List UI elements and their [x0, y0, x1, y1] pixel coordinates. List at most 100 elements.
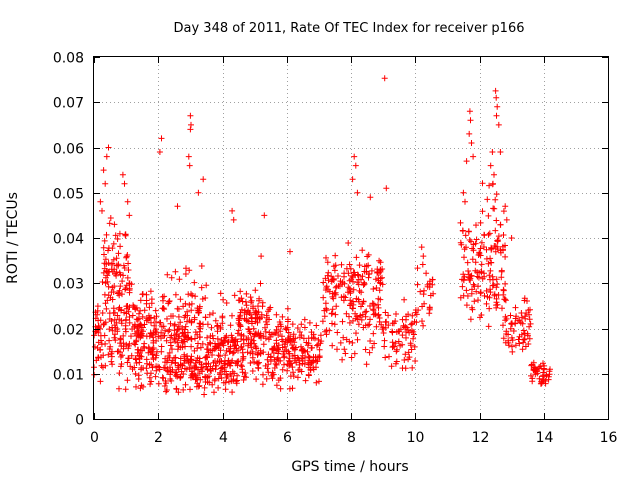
data-point	[296, 329, 303, 335]
data-point	[97, 317, 104, 324]
data-point	[462, 232, 469, 239]
data-point	[122, 386, 129, 393]
data-point	[252, 318, 259, 325]
data-point	[219, 320, 226, 327]
data-point	[146, 361, 153, 368]
data-point	[158, 343, 165, 350]
data-point	[177, 355, 184, 362]
data-point	[120, 332, 127, 339]
data-point	[500, 208, 507, 215]
data-point	[466, 237, 473, 243]
data-point	[354, 336, 361, 343]
data-point	[497, 149, 504, 155]
data-point	[168, 274, 175, 281]
data-point	[133, 338, 140, 345]
data-point	[108, 350, 115, 357]
data-point	[376, 315, 383, 321]
data-point	[463, 158, 470, 165]
data-point	[218, 358, 225, 365]
data-point	[95, 354, 102, 361]
data-point	[187, 126, 194, 133]
data-point	[204, 334, 211, 341]
data-point	[539, 376, 546, 383]
data-point	[252, 287, 259, 294]
data-point	[273, 340, 280, 347]
data-point	[461, 254, 467, 261]
data-point	[359, 247, 366, 254]
data-point	[521, 295, 528, 302]
data-point	[326, 327, 333, 334]
data-point	[500, 291, 507, 298]
data-point	[321, 313, 328, 320]
data-point	[124, 198, 131, 205]
data-point	[132, 341, 139, 348]
data-point	[309, 359, 316, 366]
data-point	[123, 341, 130, 348]
data-point	[181, 329, 188, 336]
data-point	[394, 346, 400, 353]
data-point	[287, 248, 293, 255]
data-point	[273, 326, 280, 333]
data-point	[163, 337, 170, 344]
data-point	[164, 367, 171, 374]
data-point	[103, 305, 110, 312]
data-point	[214, 323, 220, 330]
data-point	[399, 332, 406, 339]
data-point	[333, 303, 340, 310]
data-point	[215, 352, 222, 359]
data-point	[106, 346, 113, 352]
data-point	[151, 315, 158, 322]
data-point	[97, 378, 104, 385]
data-point	[143, 333, 150, 340]
data-point	[141, 307, 148, 314]
data-point	[475, 274, 482, 281]
data-point	[101, 332, 108, 339]
data-point	[481, 270, 487, 277]
data-point	[471, 298, 478, 305]
data-point	[273, 311, 280, 318]
data-point	[520, 327, 527, 334]
data-point	[485, 323, 492, 330]
data-point	[125, 355, 132, 362]
data-point	[229, 312, 235, 319]
data-point	[250, 305, 257, 312]
data-point	[243, 302, 250, 309]
data-point	[153, 337, 160, 344]
data-point	[486, 272, 493, 279]
data-point	[406, 329, 413, 336]
data-point	[360, 298, 367, 305]
data-point	[477, 289, 484, 296]
data-point	[152, 373, 159, 380]
data-point	[478, 261, 485, 268]
data-point	[171, 327, 178, 334]
data-point	[188, 307, 195, 314]
data-point	[189, 373, 196, 380]
data-point	[270, 350, 277, 356]
data-point	[388, 363, 395, 370]
data-point	[95, 323, 102, 330]
data-point	[494, 238, 501, 245]
data-point	[320, 294, 327, 301]
data-point	[238, 306, 245, 313]
data-point	[255, 365, 262, 372]
data-point	[254, 360, 261, 367]
data-point	[473, 288, 480, 295]
data-point	[332, 252, 339, 259]
data-point	[208, 368, 215, 374]
data-point	[500, 335, 507, 342]
data-point	[299, 347, 306, 354]
data-point	[125, 260, 132, 267]
data-point	[265, 308, 271, 315]
data-point	[395, 338, 402, 345]
data-point	[124, 274, 131, 281]
data-point	[352, 162, 359, 169]
data-point	[493, 112, 500, 119]
data-point	[313, 322, 320, 329]
data-point	[147, 288, 154, 295]
data-point	[101, 237, 108, 244]
data-point	[498, 274, 505, 281]
data-point	[473, 236, 480, 243]
data-point	[193, 364, 200, 371]
data-point	[109, 361, 116, 368]
